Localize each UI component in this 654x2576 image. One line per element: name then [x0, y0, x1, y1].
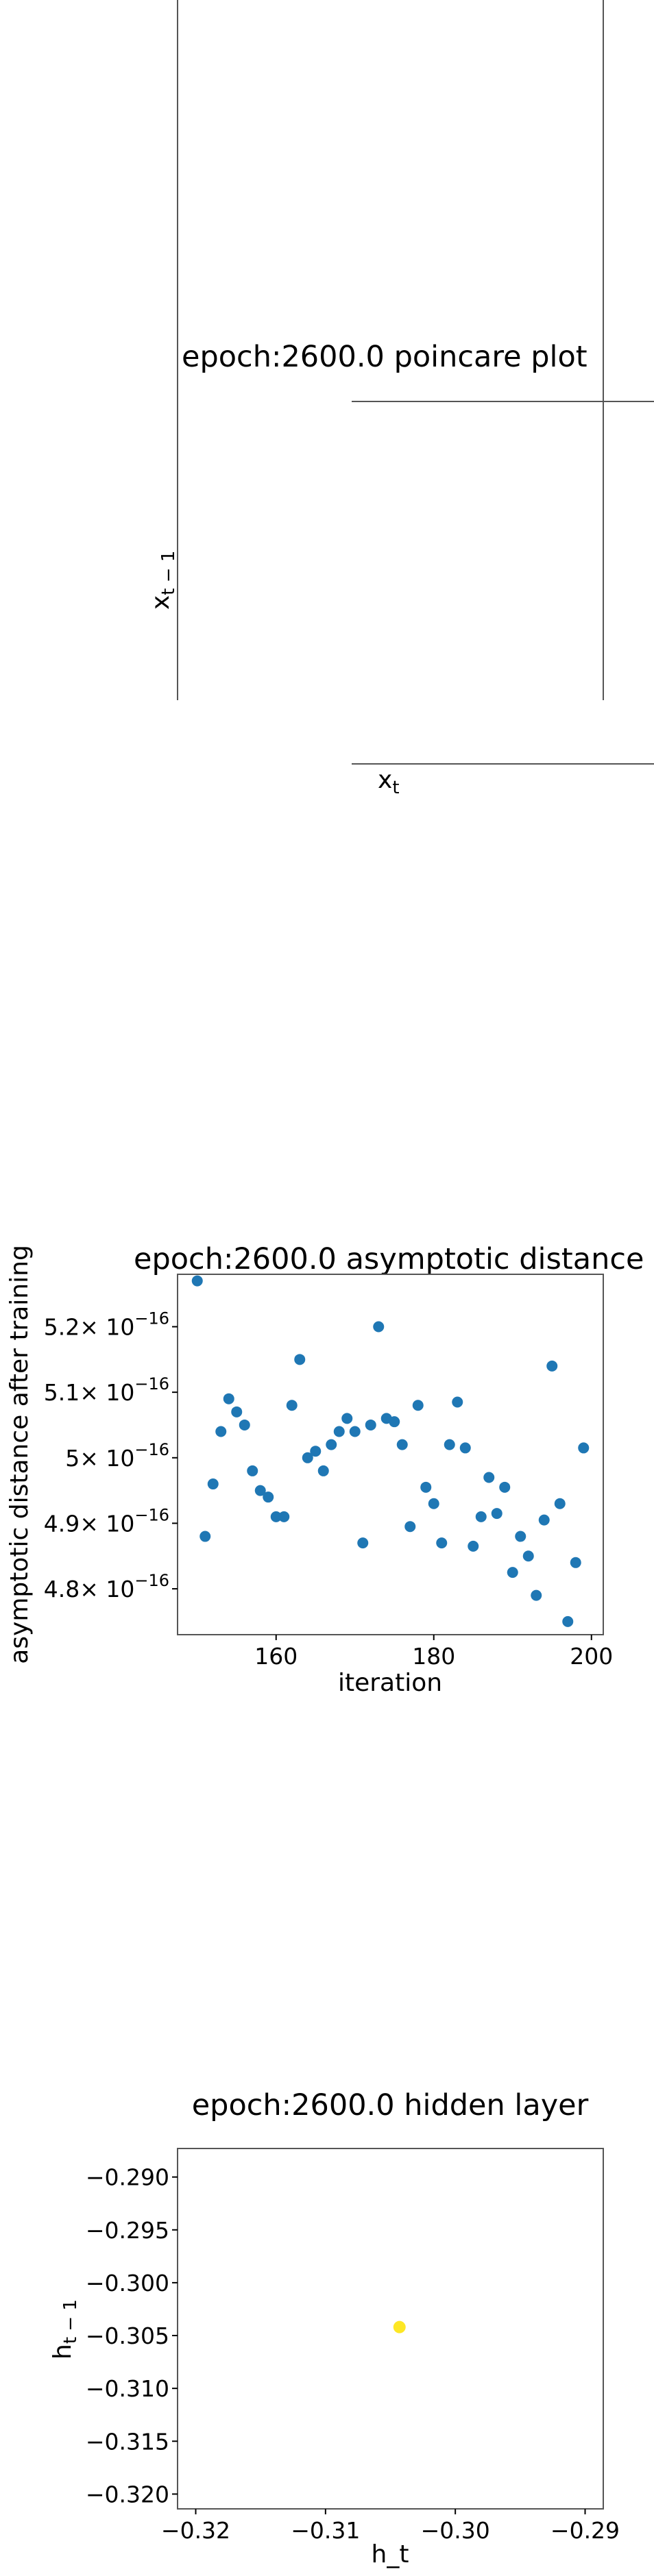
asymptotic-point — [294, 1354, 306, 1365]
asymptotic-point — [538, 1514, 550, 1526]
hidden-ylabel: ht − 1 — [49, 2299, 81, 2360]
asymptotic-point — [365, 1419, 376, 1431]
hidden-ytick-label: −0.310 — [86, 2375, 169, 2402]
hidden-xticks: −0.32 −0.31 −0.30 −0.29 — [161, 2509, 620, 2544]
asymptotic-point — [444, 1439, 455, 1450]
asymptotic-point — [578, 1442, 590, 1454]
poincare-xlabel: xt — [378, 766, 400, 798]
hidden-ytick-label: −0.300 — [86, 2270, 169, 2296]
asymptotic-point — [468, 1540, 479, 1552]
asymptotic-point — [223, 1393, 234, 1404]
hidden-ytick-label: −0.315 — [86, 2428, 169, 2455]
asymptotic-point — [452, 1396, 463, 1408]
asymptotic-xlabel: iteration — [338, 1669, 442, 1697]
poincare-ylabel: xt − 1 — [147, 551, 179, 610]
hidden-ytick-label: −0.320 — [86, 2481, 169, 2507]
asymptotic-points — [191, 1275, 590, 1627]
asymptotic-point — [459, 1442, 471, 1454]
asymptotic-point — [254, 1485, 266, 1496]
asymptotic-point — [263, 1491, 274, 1503]
asymptotic-ytick-label: 5× 10−16 — [65, 1440, 169, 1472]
asymptotic-point — [310, 1446, 322, 1457]
asymptotic-point — [278, 1511, 290, 1522]
asymptotic-point — [286, 1400, 298, 1411]
asymptotic-point — [341, 1413, 353, 1424]
asymptotic-panel: epoch:2600.0 asymptotic distance 5.2× 10… — [5, 1242, 644, 1697]
hidden-xtick-label: −0.31 — [291, 2517, 360, 2544]
asymptotic-point — [326, 1439, 337, 1450]
asymptotic-point — [333, 1426, 345, 1437]
poincare-title: epoch:2600.0 poincare plot — [182, 340, 588, 374]
hidden-points — [393, 2320, 406, 2333]
asymptotic-xticks: 160 180 200 — [254, 1635, 613, 1670]
asymptotic-yticks: 5.2× 10−16 5.1× 10−16 5× 10−16 4.9× 10−16 4.… — [44, 1309, 178, 1602]
asymptotic-point — [420, 1481, 432, 1493]
asymptotic-point — [531, 1589, 542, 1601]
asymptotic-ytick-label: 5.1× 10−16 — [44, 1374, 169, 1406]
asymptotic-point — [554, 1498, 566, 1509]
asymptotic-point — [412, 1400, 424, 1411]
asymptotic-plot-frame — [177, 1274, 604, 1635]
asymptotic-point — [199, 1531, 211, 1542]
hidden-ytick-label: −0.290 — [86, 2164, 169, 2191]
asymptotic-ylabel: asymptotic distance after training — [5, 1245, 34, 1664]
asymptotic-ytick-label: 5.2× 10−16 — [44, 1309, 169, 1341]
hidden-yticks: −0.290 −0.295 −0.300 −0.305 −0.310 −0.315 −0.3… — [86, 2164, 178, 2507]
hidden-xtick-label: −0.30 — [421, 2517, 490, 2544]
asymptotic-point — [349, 1426, 361, 1437]
hidden-xtick-label: −0.29 — [550, 2517, 620, 2544]
asymptotic-point — [389, 1416, 400, 1428]
asymptotic-ytick-label: 4.8× 10−16 — [44, 1571, 169, 1602]
asymptotic-point — [302, 1452, 313, 1463]
asymptotic-xtick-label: 200 — [570, 1643, 613, 1670]
asymptotic-ytick-label: 4.9× 10−16 — [44, 1505, 169, 1537]
poincare-panel: epoch:2600.0 poincare plot xt xt − 1 — [147, 0, 654, 798]
hidden-xtick-label: −0.32 — [161, 2517, 230, 2544]
asymptotic-point — [570, 1557, 581, 1568]
hidden-title: epoch:2600.0 hidden layer — [192, 2088, 589, 2122]
asymptotic-point — [357, 1537, 369, 1549]
asymptotic-point — [239, 1419, 250, 1431]
hidden-panel: epoch:2600.0 hidden layer −0.290−0.295−0… — [49, 2088, 620, 2568]
asymptotic-point — [231, 1406, 243, 1417]
hidden-plot-frame — [177, 2148, 604, 2510]
hidden-xlabel: h_t — [372, 2540, 409, 2568]
asymptotic-point — [562, 1615, 574, 1627]
asymptotic-xtick-label: 160 — [254, 1643, 298, 1670]
asymptotic-point — [404, 1521, 416, 1533]
hidden-ytick-label: −0.295 — [86, 2217, 169, 2244]
asymptotic-point — [428, 1498, 439, 1509]
asymptotic-point — [546, 1360, 558, 1372]
asymptotic-point — [270, 1511, 282, 1522]
asymptotic-point — [507, 1567, 518, 1578]
asymptotic-point — [483, 1472, 495, 1483]
asymptotic-point — [522, 1550, 534, 1562]
hidden-point — [393, 2320, 406, 2333]
asymptotic-point — [373, 1321, 385, 1333]
asymptotic-xtick-label: 180 — [412, 1643, 455, 1670]
asymptotic-point — [436, 1537, 448, 1549]
asymptotic-title: epoch:2600.0 asymptotic distance — [134, 1242, 644, 1276]
asymptotic-point — [499, 1481, 511, 1493]
asymptotic-point — [207, 1478, 219, 1490]
asymptotic-point — [515, 1531, 526, 1542]
hidden-ytick-label: −0.305 — [86, 2323, 169, 2349]
asymptotic-point — [247, 1465, 258, 1476]
asymptotic-point — [491, 1508, 502, 1520]
asymptotic-point — [191, 1275, 203, 1287]
asymptotic-point — [475, 1511, 487, 1522]
asymptotic-point — [317, 1465, 329, 1476]
asymptotic-point — [215, 1426, 227, 1437]
asymptotic-point — [396, 1439, 408, 1450]
